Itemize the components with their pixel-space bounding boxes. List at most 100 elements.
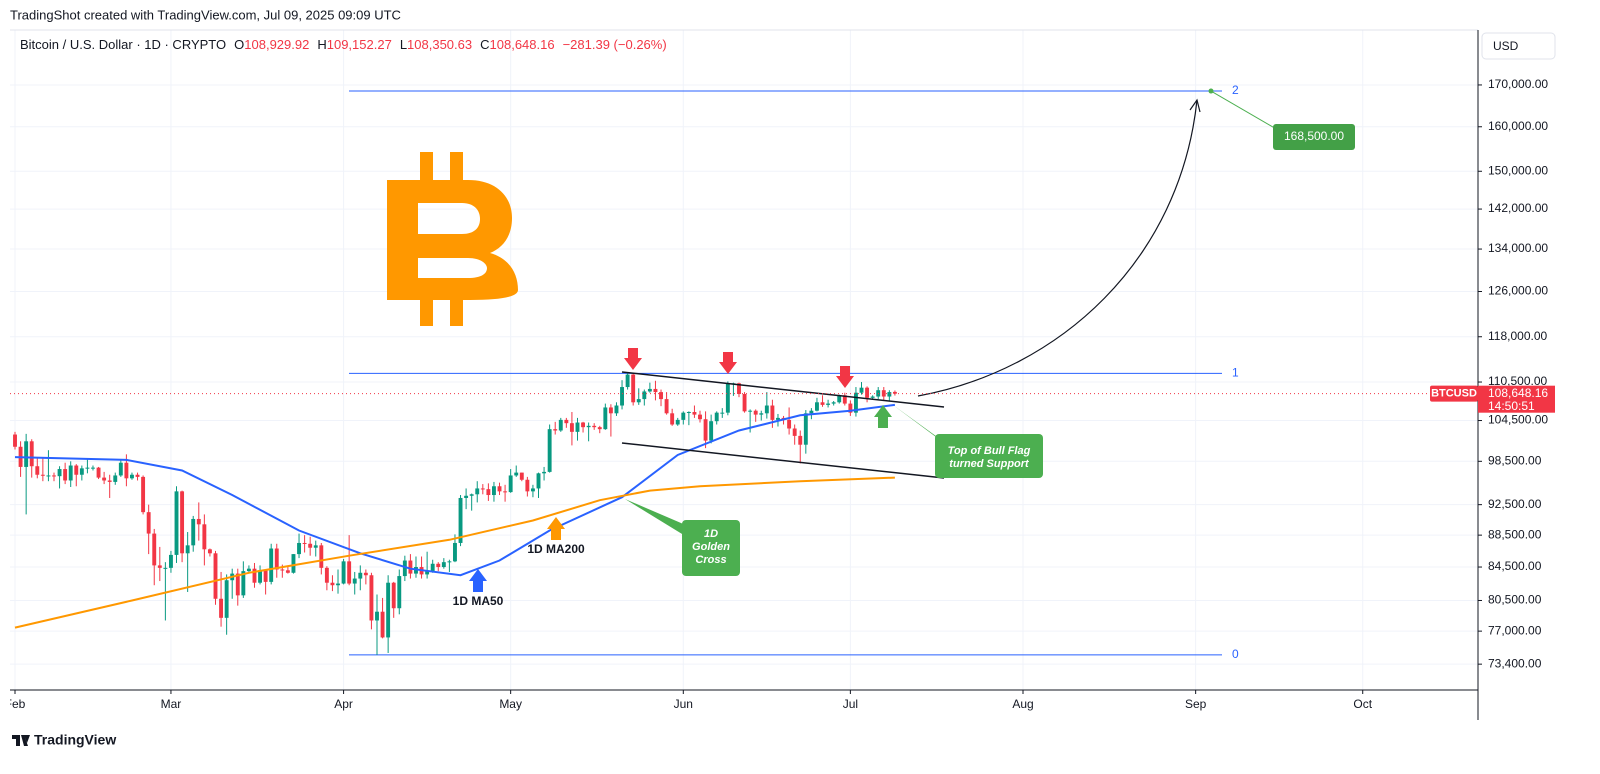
- candle-body: [770, 405, 775, 420]
- legend-change: −281.39 (−0.26%): [563, 37, 667, 52]
- candle-body: [714, 412, 719, 422]
- candle-body: [274, 548, 279, 570]
- price-label: 108,648.16: [1488, 386, 1548, 400]
- y-tick-label: 88,500.00: [1488, 527, 1542, 541]
- candle-body: [402, 560, 407, 577]
- y-tick-label: 80,500.00: [1488, 593, 1542, 607]
- candle-body: [759, 413, 764, 415]
- candle-body: [625, 374, 630, 388]
- ma-label: 1D MA50: [453, 594, 504, 608]
- candle-body: [135, 474, 140, 477]
- candle-body: [803, 413, 808, 445]
- candle-body: [330, 582, 335, 586]
- candle-body: [91, 467, 95, 469]
- header: TradingShot created with TradingView.com…: [10, 7, 401, 22]
- candle-body: [291, 554, 296, 573]
- callout-box: [935, 434, 1043, 478]
- candle-body: [892, 391, 897, 394]
- candle-body: [709, 421, 714, 441]
- candle-body: [764, 405, 769, 414]
- legend-title: Bitcoin / U.S. Dollar · 1D · CRYPTO: [20, 37, 226, 52]
- x-tick-label: Mar: [161, 697, 182, 711]
- y-tick-label: 134,000.00: [1488, 241, 1548, 255]
- candle-body: [525, 479, 530, 492]
- candle-body: [436, 563, 441, 568]
- candle-body: [536, 473, 541, 489]
- flag-bottom-line: [621, 442, 945, 479]
- x-tick-label: Feb: [5, 697, 26, 711]
- x-tick-label: Jun: [674, 697, 693, 711]
- candle-body: [636, 399, 641, 403]
- candle-body: [675, 419, 680, 425]
- candle-body: [837, 395, 842, 403]
- candle-body: [252, 568, 257, 583]
- callout-text: 1D: [704, 528, 718, 540]
- callout-box: [682, 520, 740, 576]
- legend-value: 108,350.63: [407, 37, 472, 52]
- candle-body: [859, 387, 864, 393]
- symbol-label: BTCUSD: [1431, 388, 1477, 400]
- up-arrow: [469, 569, 487, 592]
- candle-body: [157, 565, 162, 568]
- candle-body: [13, 434, 17, 447]
- candle-body: [397, 576, 402, 609]
- y-tick-label: 118,000.00: [1488, 329, 1547, 343]
- candle-body: [725, 383, 730, 413]
- projection-curve: [917, 99, 1198, 397]
- ma-line: [14, 476, 895, 629]
- legend: Bitcoin / U.S. Dollar · 1D · CRYPTO O108,…: [20, 37, 667, 52]
- candle-body: [653, 388, 658, 393]
- candle-body: [469, 494, 474, 496]
- candle-body: [865, 387, 870, 398]
- y-tick-label: 150,000.00: [1488, 163, 1548, 177]
- candle-body: [191, 518, 196, 546]
- candle-body: [826, 403, 831, 405]
- candle-body: [464, 495, 469, 498]
- candle-body: [375, 611, 379, 621]
- candle-body: [263, 570, 268, 582]
- candle-body: [152, 533, 157, 566]
- candle-body: [168, 554, 173, 568]
- candle-body: [52, 475, 56, 477]
- callout-text: Top of Bull Flag: [948, 445, 1031, 457]
- data-layer: [13, 90, 1222, 656]
- candle-body: [96, 467, 101, 478]
- candle-body: [831, 402, 836, 404]
- candle-body: [74, 465, 79, 475]
- candle-body: [569, 423, 574, 432]
- down-arrow: [836, 366, 854, 388]
- candle-body: [425, 571, 430, 575]
- candle-body: [319, 545, 324, 568]
- candle-body: [564, 419, 569, 424]
- down-arrow: [719, 352, 737, 374]
- candle-body: [486, 489, 491, 496]
- candle-body: [35, 466, 40, 475]
- currency: USD: [1493, 39, 1519, 53]
- candle-body: [79, 468, 84, 475]
- candle-body: [29, 441, 34, 467]
- x-tick-label: Aug: [1012, 697, 1033, 711]
- candle-body: [647, 388, 652, 392]
- callout-text: turned Support: [949, 458, 1030, 470]
- candle-body: [130, 474, 134, 479]
- candle-body: [369, 575, 374, 621]
- grid-layer: [10, 30, 1478, 690]
- candle-body: [185, 545, 190, 554]
- currency-box: [1481, 32, 1556, 60]
- candle-body: [575, 422, 580, 432]
- candle-body: [391, 582, 396, 609]
- candle-body: [497, 486, 502, 492]
- candle-body: [285, 570, 290, 573]
- y-tick-label: 84,500.00: [1488, 559, 1542, 573]
- candle-body: [441, 562, 446, 568]
- y-tick-label: 98,500.00: [1488, 453, 1542, 467]
- callout-text: Cross: [695, 554, 726, 566]
- candle-body: [408, 560, 413, 574]
- candle-body: [820, 402, 825, 405]
- callout-pointer: [625, 499, 700, 545]
- candle-body: [146, 512, 151, 534]
- candle-body: [553, 429, 558, 431]
- legend-value: 109,152.27: [327, 37, 392, 52]
